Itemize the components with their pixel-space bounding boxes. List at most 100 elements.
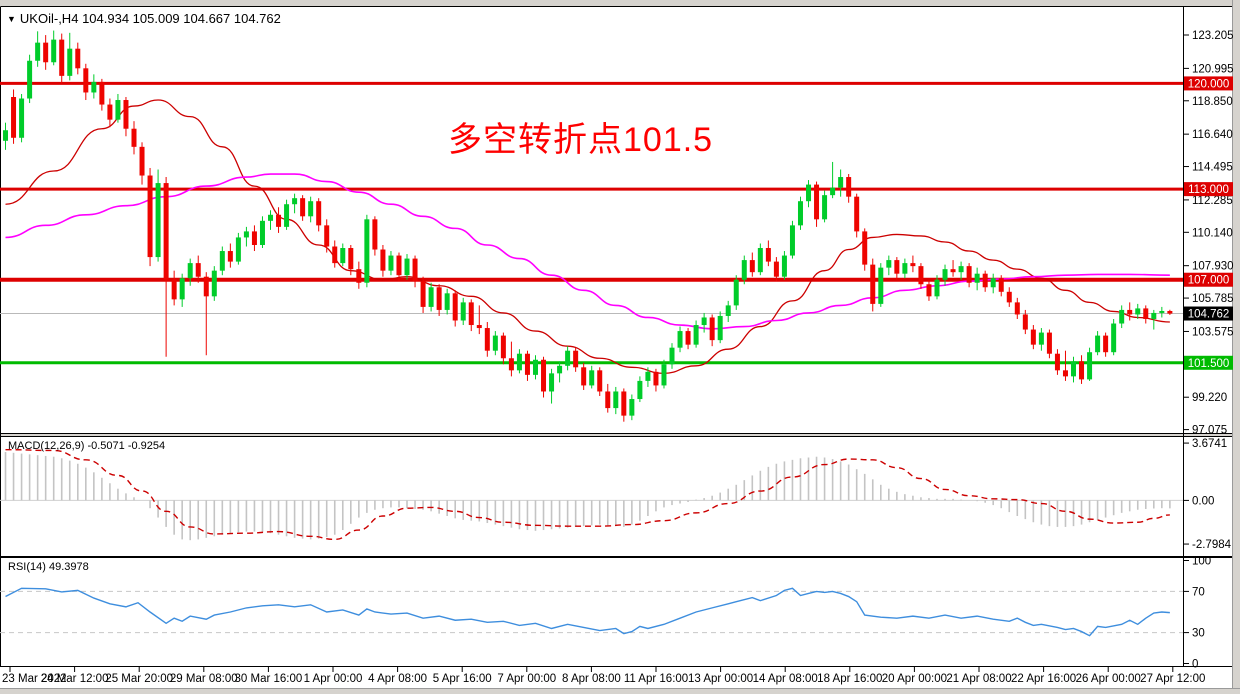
candle-body [990, 278, 996, 288]
candle-body [846, 177, 852, 197]
candle-body [1071, 361, 1077, 377]
time-axis-label: 24 Mar 12:00 [41, 673, 109, 685]
time-axis-label: 18 Apr 16:00 [817, 673, 882, 685]
ma-fast-red-line [5, 99, 1170, 375]
macd-tick-label: 0.00 [1192, 495, 1214, 507]
candle-body [1167, 310, 1173, 314]
candle-body [934, 279, 940, 297]
candle-body [211, 270, 217, 297]
candle-body [316, 201, 322, 226]
panel-divider[interactable] [0, 433, 1232, 437]
price-tick-label: 97.075 [1192, 425, 1227, 437]
price-tick-label: 105.785 [1192, 293, 1234, 305]
candle-body [1038, 332, 1044, 345]
candle-body [918, 266, 924, 285]
candle-body [1127, 309, 1133, 315]
rsi-panel[interactable] [0, 587, 1183, 637]
price-line-label-box [1184, 355, 1233, 370]
candle-body [982, 273, 988, 288]
candle-body [1135, 308, 1141, 315]
candle-body [155, 183, 161, 258]
ohlc-readout: 104.934 105.009 104.667 104.762 [82, 11, 281, 26]
price-axis[interactable]: 123.205 120.995 118.850 116.640 114.495 112.2… [1183, 30, 1234, 670]
candle-body [1159, 310, 1165, 313]
candle-body [147, 175, 153, 258]
candle-body [597, 370, 603, 392]
candle-body [364, 219, 370, 283]
candle-body [781, 255, 787, 277]
candle-body [838, 177, 844, 188]
candle-body [942, 269, 948, 280]
candle-body [910, 263, 916, 267]
candle-body [123, 100, 129, 129]
candle-body [51, 39, 57, 63]
price-tick-label: 103.575 [1192, 326, 1234, 338]
candle-body [1062, 370, 1068, 377]
symbol-dropdown-icon[interactable]: ▼ [7, 14, 16, 24]
candle-body [581, 367, 587, 386]
macd-panel[interactable] [0, 448, 1183, 541]
candle-body [412, 258, 418, 282]
ma-slow-magenta-line [5, 173, 1170, 330]
time-axis-label: 11 Apr 16:00 [624, 673, 688, 685]
candle-body [645, 371, 651, 381]
candle-body [203, 276, 209, 297]
candle-body [348, 248, 354, 270]
candle-body [243, 231, 249, 238]
price-tick-label: 99.220 [1192, 392, 1227, 404]
rsi-indicator-label: RSI(14) 49.3978 [8, 561, 89, 573]
candle-body [549, 373, 555, 392]
rsi-tick-label: 0 [1192, 658, 1198, 670]
candle-body [886, 260, 892, 268]
candle-body [589, 370, 595, 386]
candle-body [500, 335, 506, 359]
candle-body [59, 39, 65, 76]
time-axis-label: 1 Apr 00:00 [304, 673, 363, 685]
rsi-tick-label: 70 [1192, 586, 1205, 598]
candle-body [870, 264, 876, 304]
candlestick-chart[interactable] [0, 81, 1183, 375]
candle-body [1006, 291, 1012, 303]
candle-body [661, 364, 667, 386]
candle-body [830, 187, 836, 196]
candle-body [621, 391, 627, 416]
candle-body [693, 325, 699, 345]
chart-title: ▼ UKOil-,H4 104.934 105.009 104.667 104.7… [7, 11, 281, 26]
candle-body [757, 248, 763, 273]
candle-body [75, 48, 81, 69]
candle-body [1143, 308, 1149, 319]
candle-body [276, 214, 282, 227]
candle-body [171, 279, 177, 300]
price-line-label-box [1184, 182, 1233, 197]
candle-body [629, 399, 635, 416]
time-axis-label: 26 Apr 00:00 [1076, 673, 1141, 685]
candle-body [1087, 352, 1093, 380]
candle-body [131, 128, 137, 147]
candle-body [773, 261, 779, 277]
price-tick-label: 123.205 [1192, 30, 1234, 42]
right-scrollbar-strip[interactable] [1232, 0, 1240, 694]
candle-body [284, 204, 290, 227]
candle-body [227, 251, 233, 262]
candle-body [998, 278, 1004, 292]
candle-body [613, 391, 619, 409]
symbol-timeframe-label: UKOil-,H4 [19, 11, 79, 26]
candle-body [878, 267, 884, 304]
price-tick-label: 112.285 [1192, 195, 1233, 207]
candle-body [380, 249, 386, 271]
candle-body [854, 196, 860, 232]
candle-body [259, 220, 265, 245]
candle-series[interactable] [3, 30, 1173, 422]
price-line-label: 101.500 [1188, 358, 1230, 370]
candle-body [35, 42, 41, 61]
candle-body [139, 146, 145, 176]
candle-body [733, 279, 739, 306]
candle-body [669, 347, 675, 365]
candle-body [822, 195, 828, 220]
candle-body [3, 130, 9, 141]
time-axis-label: 13 Apr 00:00 [688, 673, 753, 685]
price-line-label: 120.000 [1188, 78, 1230, 90]
